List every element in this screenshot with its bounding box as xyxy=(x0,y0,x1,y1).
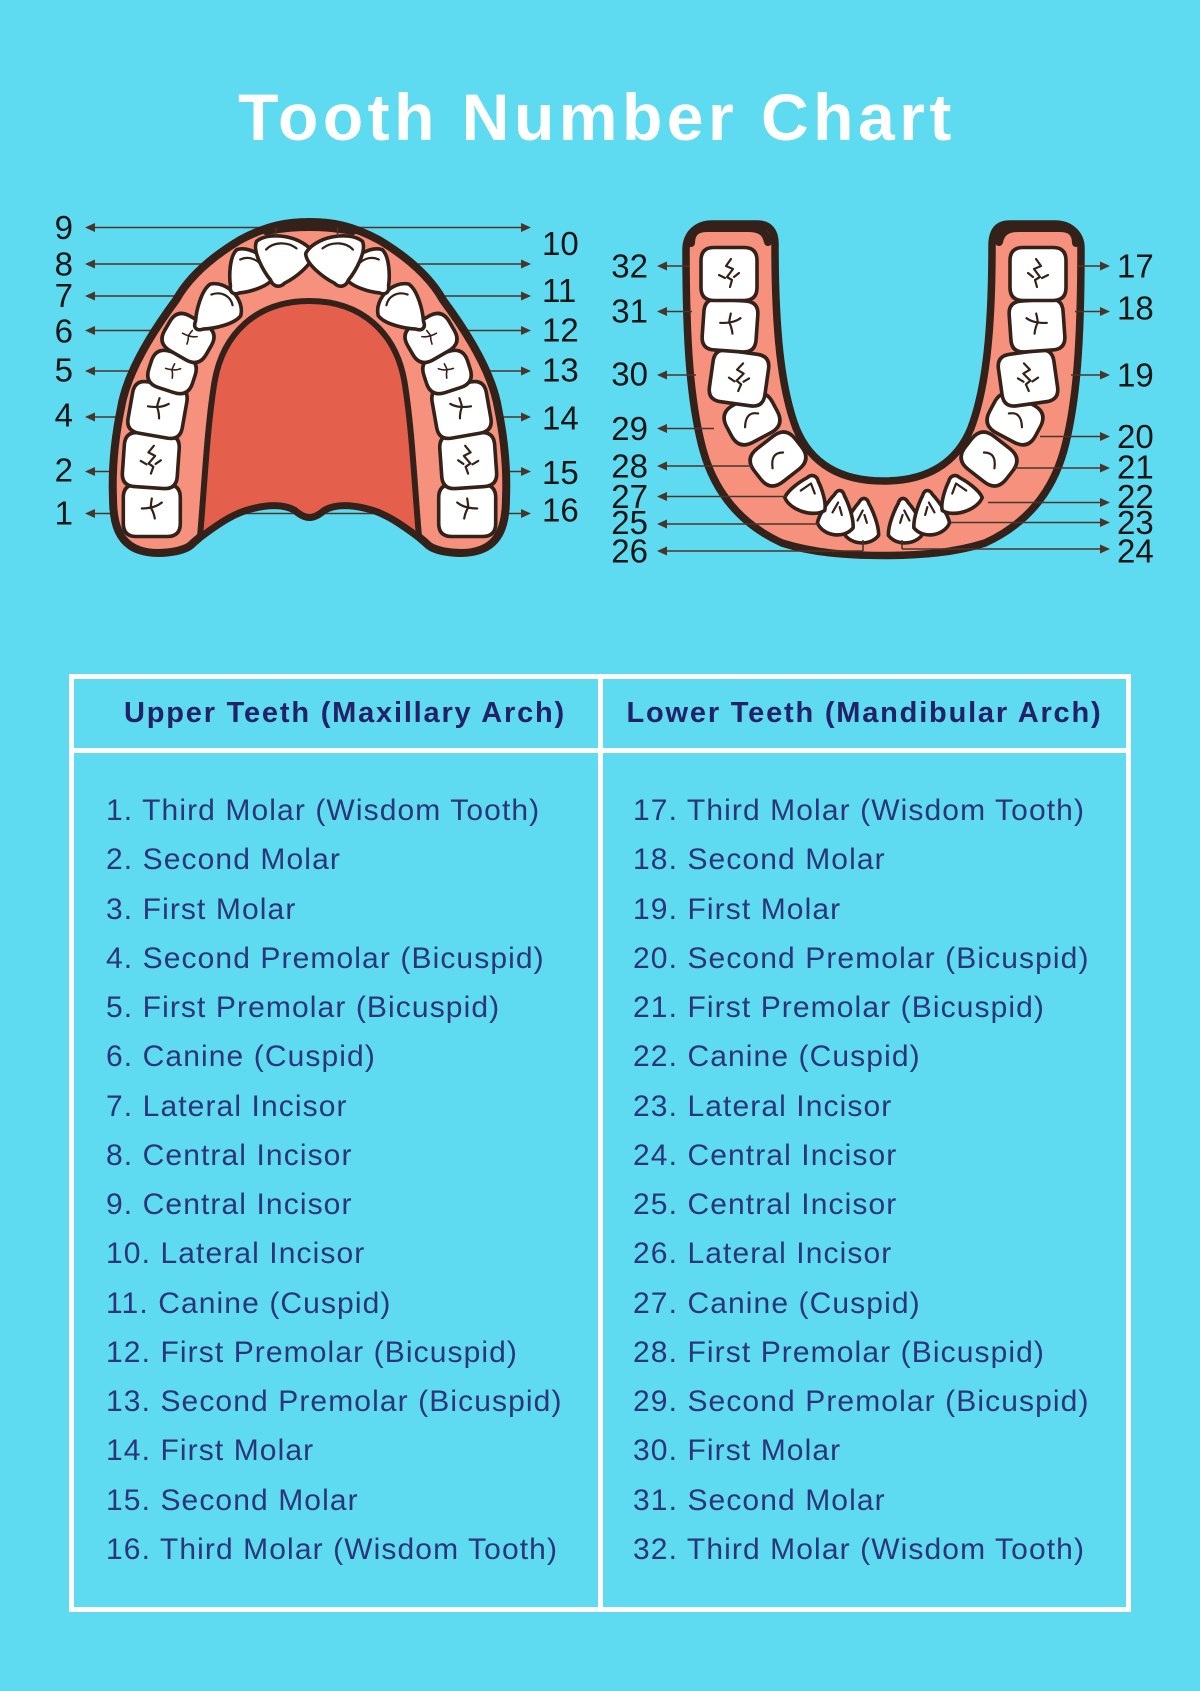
svg-text:20: 20 xyxy=(1117,418,1154,455)
svg-text:10: 10 xyxy=(542,225,579,262)
svg-text:27: 27 xyxy=(611,478,648,515)
svg-text:16: 16 xyxy=(542,492,579,529)
svg-text:1: 1 xyxy=(55,494,73,531)
svg-text:23: 23 xyxy=(1117,504,1154,541)
svg-text:17: 17 xyxy=(1117,248,1154,285)
svg-text:12: 12 xyxy=(542,312,579,349)
svg-text:5: 5 xyxy=(55,352,73,389)
svg-text:19: 19 xyxy=(1117,357,1154,394)
svg-text:6: 6 xyxy=(55,312,73,349)
svg-text:18: 18 xyxy=(1117,290,1154,327)
svg-text:14: 14 xyxy=(542,400,579,437)
svg-text:26: 26 xyxy=(611,533,648,570)
svg-text:11: 11 xyxy=(542,272,576,309)
svg-text:2: 2 xyxy=(55,452,73,489)
svg-text:7: 7 xyxy=(55,277,73,314)
svg-text:4: 4 xyxy=(55,397,73,434)
svg-text:29: 29 xyxy=(611,410,648,447)
svg-text:28: 28 xyxy=(611,448,648,485)
svg-text:22: 22 xyxy=(1117,478,1154,515)
svg-text:32: 32 xyxy=(611,248,648,285)
svg-text:13: 13 xyxy=(542,352,579,389)
svg-text:24: 24 xyxy=(1117,533,1154,570)
svg-text:9: 9 xyxy=(55,209,73,246)
svg-text:8: 8 xyxy=(55,245,73,282)
svg-text:21: 21 xyxy=(1117,449,1154,486)
svg-text:30: 30 xyxy=(611,356,648,393)
svg-text:25: 25 xyxy=(611,504,648,541)
svg-text:15: 15 xyxy=(542,454,579,491)
svg-text:31: 31 xyxy=(611,293,648,330)
